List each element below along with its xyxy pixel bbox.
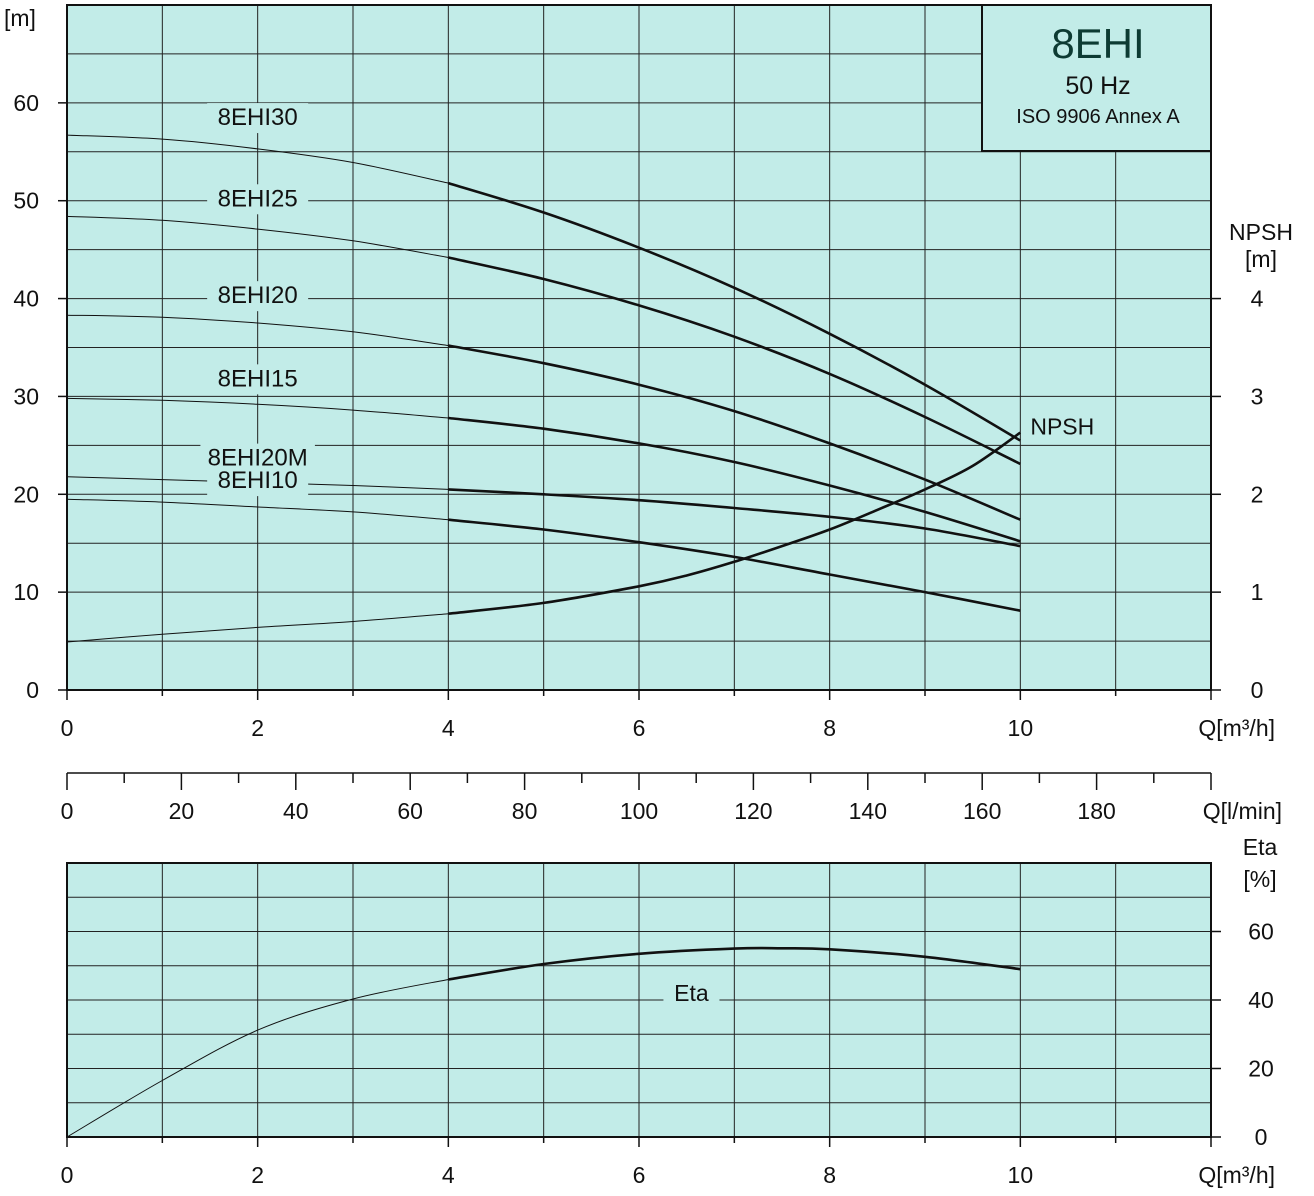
y-tick-label: 40 — [13, 286, 39, 312]
eta-plot: 0 20 40 60 0 2 4 6 8 10 Eta Eta [%] Q[m³/h] — [61, 834, 1278, 1188]
head-grid — [67, 5, 1211, 690]
head-curves: 8EHI308EHI258EHI208EHI158EHI20M8EHI10NPS… — [66, 103, 1094, 643]
eta-x-tick-label: 2 — [251, 1162, 264, 1188]
eta-x-tick-label: 10 — [1008, 1162, 1034, 1188]
y-tick-label: 30 — [13, 383, 39, 409]
y2-tick-label: 4 — [1251, 286, 1264, 312]
lmin-tick-label: 100 — [620, 798, 658, 824]
x-tick-label: 10 — [1008, 715, 1034, 741]
y2-tick-label: 0 — [1251, 677, 1264, 703]
lmin-tick-label: 0 — [61, 798, 74, 824]
eta-label: Eta — [674, 980, 709, 1006]
8ehi30-label-bg — [207, 103, 309, 134]
title-box-frame — [981, 4, 1212, 152]
8ehi20m-curve-operating — [448, 488, 1021, 548]
8ehi20-label-bg — [207, 281, 309, 312]
8ehi15-curve-operating — [448, 416, 1021, 543]
eta-x-tick-label: 4 — [442, 1162, 455, 1188]
x-tick-label: 6 — [633, 715, 646, 741]
8ehi20-curve-operating — [448, 344, 1021, 521]
x-tick-label: 0 — [61, 715, 74, 741]
x-tick-label: 2 — [251, 715, 264, 741]
8ehi30-curve-operating — [447, 181, 1021, 442]
y-tick-label: 20 — [13, 481, 39, 507]
8ehi30-curve — [66, 134, 449, 184]
chart-frequency: 50 Hz — [1065, 72, 1130, 100]
npsh-label: NPSH — [1030, 414, 1094, 440]
x-tick-label: 8 — [823, 715, 836, 741]
x-axis-label-m3h: Q[m³/h] — [1198, 715, 1275, 741]
y-tick-label: 10 — [13, 579, 39, 605]
lmin-tick-label: 60 — [397, 798, 423, 824]
lmin-tick-label: 40 — [283, 798, 309, 824]
chart-title: 8EHI — [1051, 20, 1144, 67]
eta-curve — [66, 979, 449, 1138]
lmin-axis: 0 20 40 60 80 100 120 140 160 180 Q[l/min] — [61, 772, 1282, 824]
8ehi10-curve-operating — [448, 518, 1021, 612]
head-plot-frame — [66, 4, 1212, 691]
eta-curve-operating — [448, 946, 1021, 981]
eta-curves: Eta — [66, 946, 1021, 1138]
eta-grid — [67, 863, 1211, 1137]
y2-axis-label-npsh: NPSH — [1229, 219, 1293, 245]
npsh-curve — [66, 613, 449, 643]
8ehi25-curve-operating — [448, 256, 1021, 466]
y-tick-label: 0 — [26, 677, 39, 703]
y2-tick-label: 1 — [1251, 579, 1264, 605]
title-box: 8EHI 50 Hz ISO 9906 Annex A — [981, 4, 1212, 152]
y2-axis-label-eta: Eta — [1243, 834, 1278, 860]
8ehi25-curve — [66, 215, 449, 258]
y2-axis-unit-npsh: [m] — [1245, 246, 1277, 272]
y2-tick-label: 3 — [1251, 383, 1264, 409]
eta-label-bg — [663, 978, 720, 1007]
eta-x-tick-label: 8 — [823, 1162, 836, 1188]
x-tick-label: 4 — [442, 715, 455, 741]
y2-axis-unit-eta: [%] — [1243, 866, 1276, 892]
eta-y-tick-label: 40 — [1248, 987, 1274, 1013]
8ehi10-curve — [66, 498, 449, 521]
y-axis-label: [m] — [4, 5, 36, 31]
chart-standard: ISO 9906 Annex A — [1016, 106, 1180, 128]
8ehi25-label: 8EHI25 — [218, 185, 298, 212]
eta-y-tick-label: 20 — [1248, 1056, 1274, 1082]
lmin-tick-label: 20 — [169, 798, 195, 824]
x-axis-label-eta-m3h: Q[m³/h] — [1198, 1162, 1275, 1188]
y2-tick-label: 2 — [1251, 481, 1264, 507]
lmin-axis-ticks: 0 20 40 60 80 100 120 140 160 180 — [61, 773, 1212, 824]
8ehi15-curve — [66, 397, 449, 419]
eta-axis-ticks: 0 20 40 60 0 2 4 6 8 10 — [61, 919, 1274, 1189]
8ehi10-label: 8EHI10 — [218, 467, 298, 494]
y-tick-label: 60 — [13, 90, 39, 116]
8ehi30-label: 8EHI30 — [218, 104, 298, 131]
npsh-curve-operating — [448, 431, 1022, 615]
8ehi15-label: 8EHI15 — [218, 365, 298, 392]
8ehi25-label-bg — [207, 184, 309, 215]
x-axis-label-lmin: Q[l/min] — [1203, 798, 1282, 824]
eta-y-tick-label: 0 — [1255, 1124, 1268, 1150]
eta-plot-frame — [66, 862, 1212, 1138]
8ehi10-label-bg — [207, 466, 309, 497]
8ehi15-label-bg — [207, 364, 309, 395]
eta-y-tick-label: 60 — [1248, 919, 1274, 945]
lmin-tick-label: 160 — [963, 798, 1001, 824]
y-tick-label: 50 — [13, 188, 39, 214]
8ehi20-curve — [66, 314, 449, 346]
lmin-tick-label: 180 — [1077, 798, 1115, 824]
8ehi20-label: 8EHI20 — [218, 282, 298, 309]
lmin-tick-label: 140 — [849, 798, 887, 824]
eta-x-tick-label: 6 — [633, 1162, 646, 1188]
eta-x-tick-label: 0 — [61, 1162, 74, 1188]
lmin-tick-label: 80 — [512, 798, 538, 824]
lmin-tick-label: 120 — [734, 798, 772, 824]
